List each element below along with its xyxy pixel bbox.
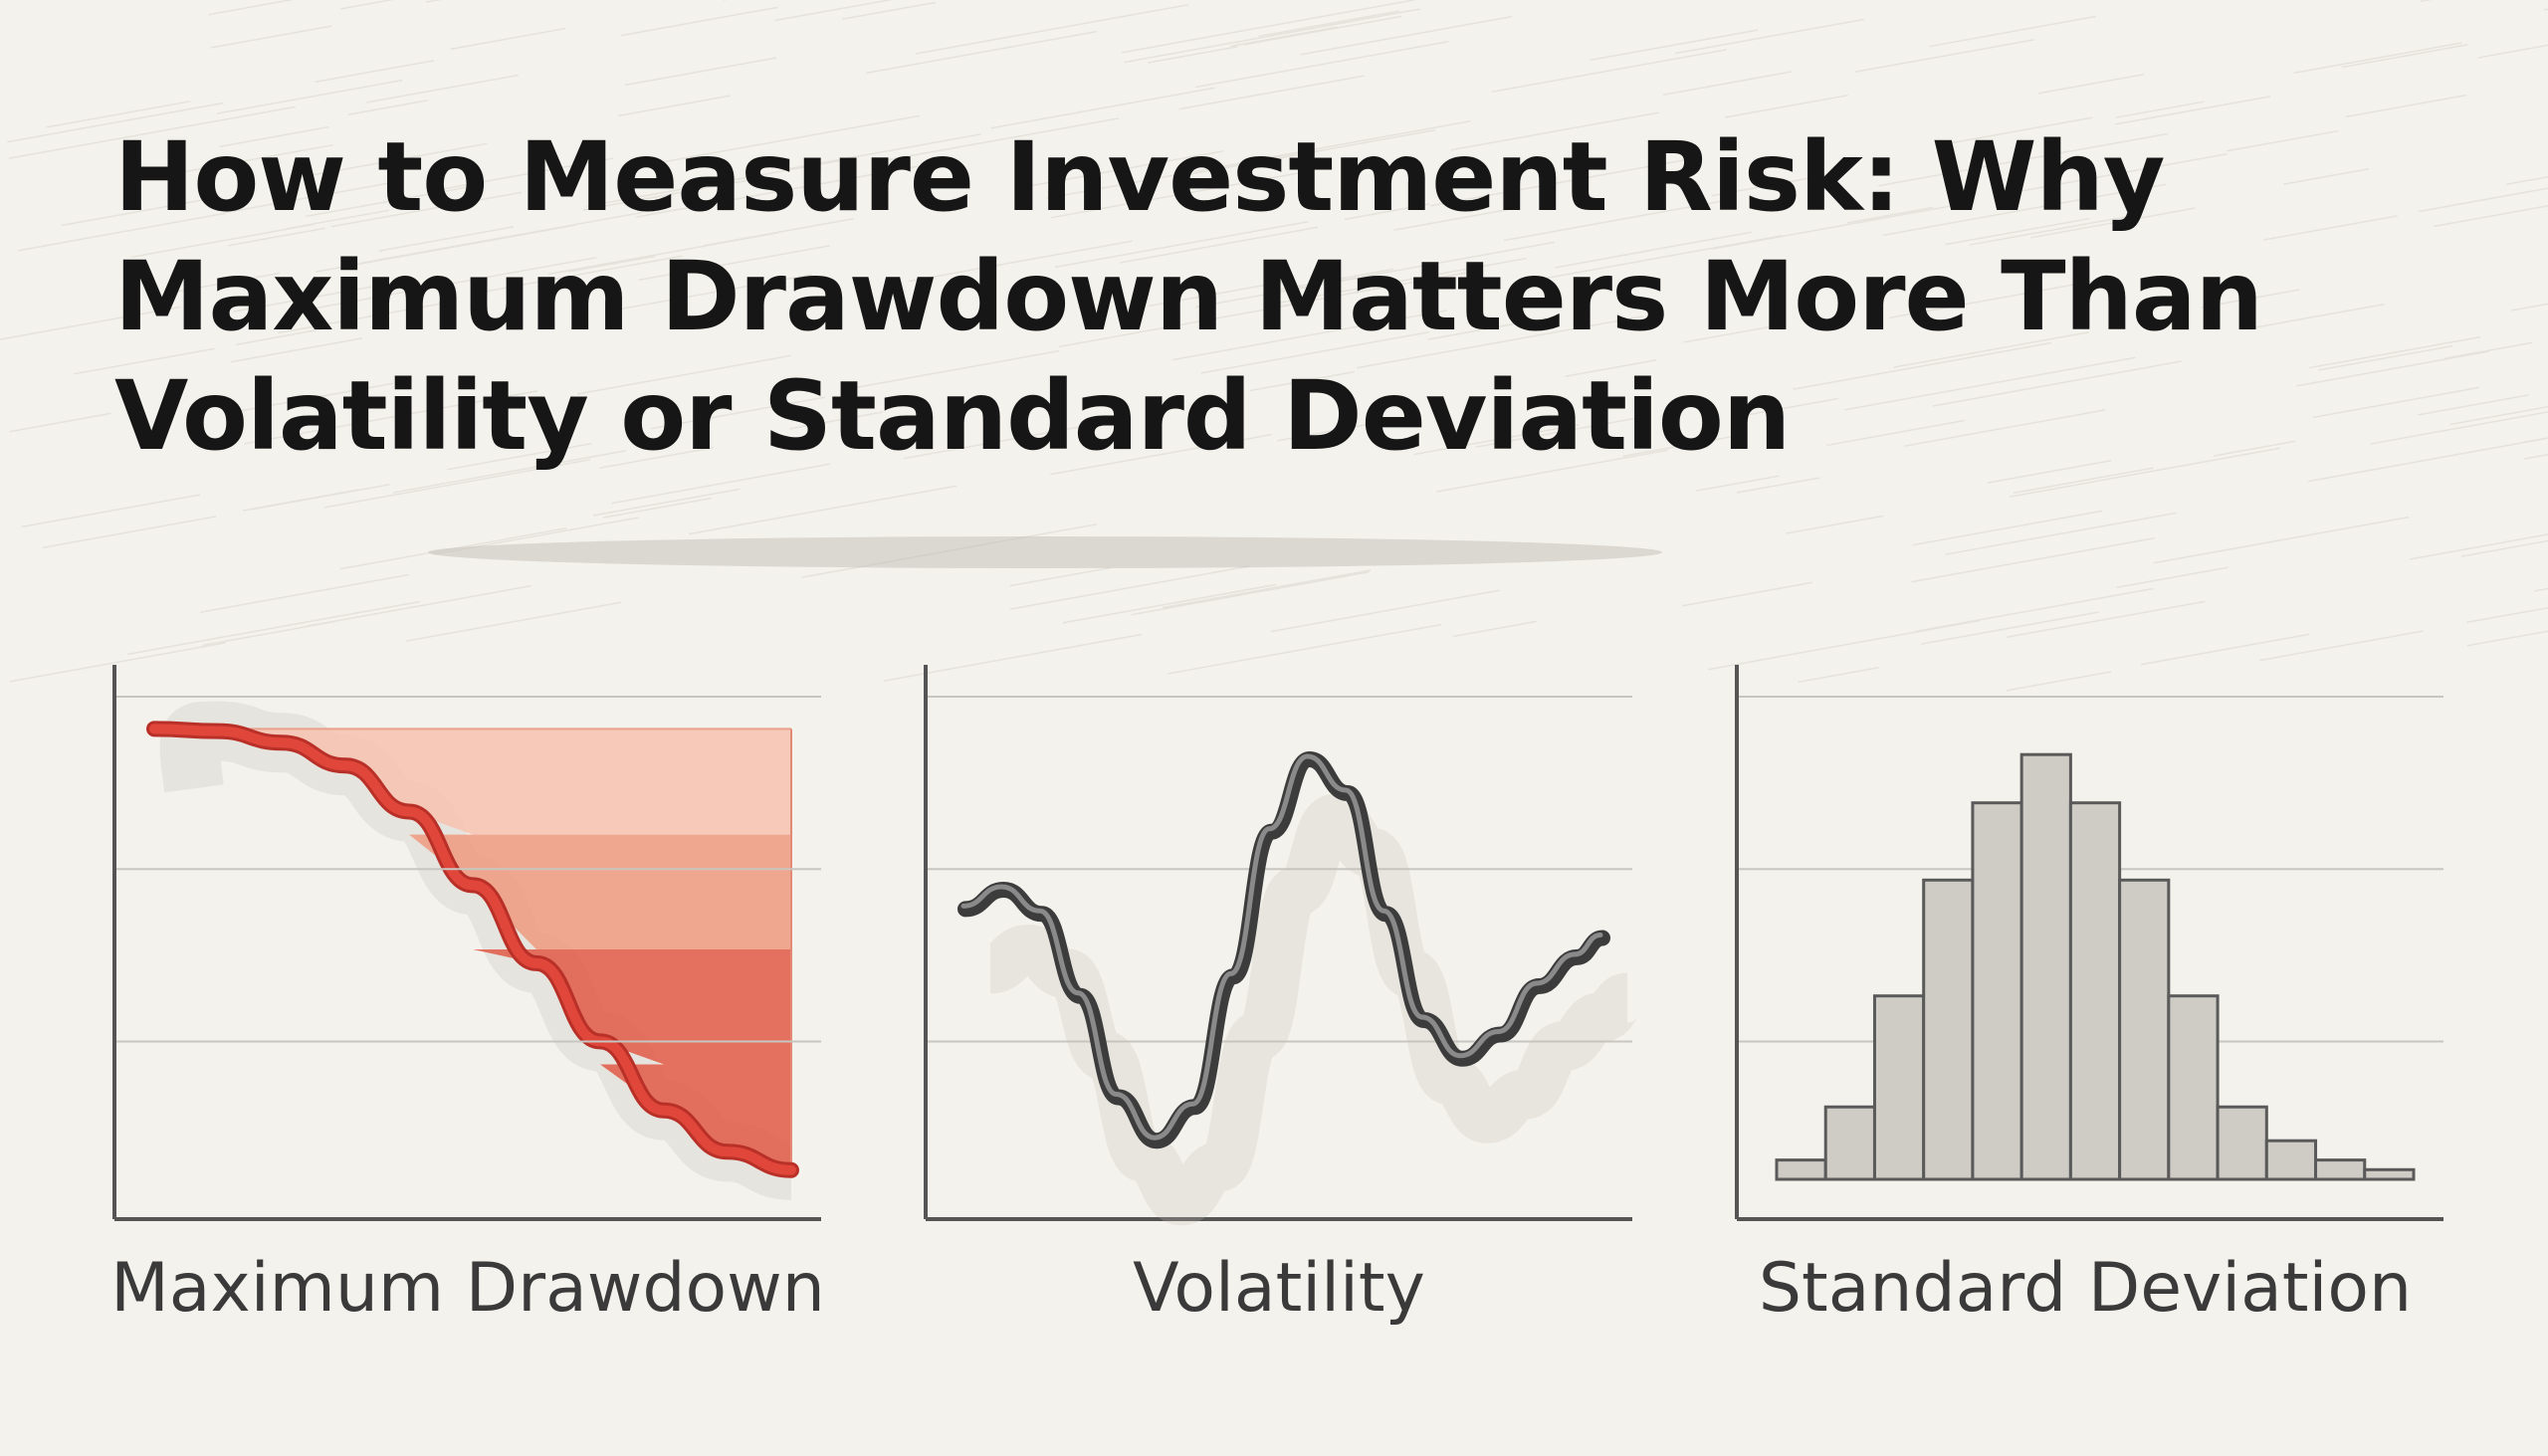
chart-caption-maximum-drawdown: Maximum Drawdown [110,1249,825,1328]
drawdown-band [154,834,791,950]
histogram-bar [2314,1158,2367,1181]
page-title: How to Measure Investment Risk: Why Maxi… [114,117,2483,476]
histogram-bar [1872,994,1926,1181]
histogram-bar [2264,1139,2318,1181]
title-smudge [428,536,1662,568]
chart-volatility [924,665,1639,1226]
histogram-bar [2216,1105,2268,1181]
histogram-bar [1971,801,2023,1181]
volatility-series-highlight [960,753,1603,1141]
histogram-bar [1775,1158,1827,1181]
drawdown-band [154,728,791,835]
page-title-line: Maximum Drawdown Matters More Than [114,241,2263,352]
chart-caption-volatility: Volatility [1133,1249,1425,1328]
page-title-line: Volatility or Standard Deviation [114,360,1791,472]
chart-standard-deviation [1735,665,2443,1221]
histogram-bar [1922,878,1975,1181]
histogram-bar [2167,994,2220,1181]
chart-caption-standard-deviation: Standard Deviation [1758,1249,2413,1328]
drawdown-band [154,949,791,1065]
drawdown-series-line-highlight [149,724,796,1175]
drawdown-band [154,1064,791,1170]
histogram-bar [2068,801,2122,1181]
histogram-bar [2019,752,2072,1181]
histogram-bar [1823,1105,1876,1181]
page-title-line: How to Measure Investment Risk: Why [114,121,2165,233]
chart-maximum-drawdown [112,665,821,1221]
histogram-bar [2118,878,2171,1181]
